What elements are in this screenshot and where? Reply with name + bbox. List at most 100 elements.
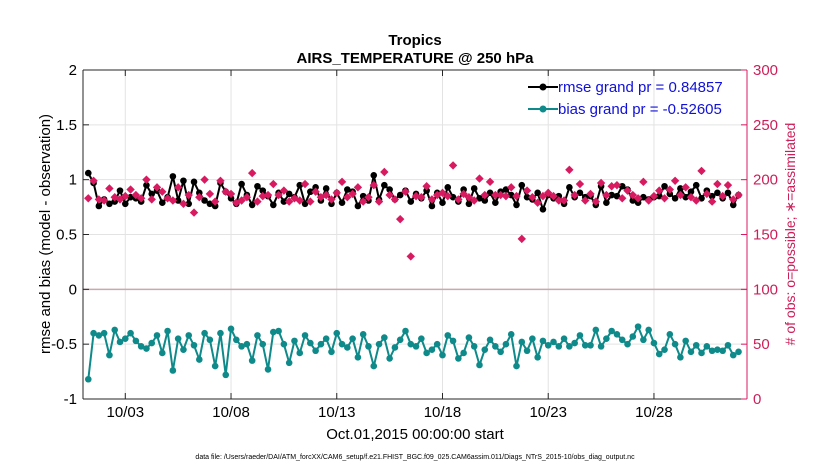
- obs-count-marker: [269, 179, 278, 189]
- data-point: [698, 349, 705, 357]
- obs-count-marker: [237, 196, 246, 205]
- obs-count-marker: [417, 193, 426, 202]
- obs-count-marker: [279, 186, 289, 195]
- data-point: [233, 336, 240, 344]
- data-point: [185, 200, 193, 208]
- legend-marker: [539, 83, 547, 91]
- data-point: [270, 328, 277, 336]
- data-point: [555, 192, 563, 200]
- data-point: [666, 190, 674, 198]
- obs-count-marker: [226, 189, 236, 199]
- data-point: [106, 200, 113, 208]
- obs-count-marker: [501, 191, 511, 201]
- obs-count-marker: [374, 197, 384, 206]
- data-point: [90, 329, 97, 337]
- data-point: [444, 332, 452, 339]
- y2-tick-label: 250: [753, 117, 778, 134]
- obs-count-marker: [348, 189, 357, 199]
- obs-count-marker: [422, 182, 431, 191]
- data-point: [158, 349, 166, 357]
- obs-count-marker: [644, 196, 653, 205]
- data-point: [661, 346, 668, 353]
- obs-count-marker: [707, 197, 717, 206]
- data-point: [137, 343, 145, 350]
- data-point: [465, 334, 473, 341]
- data-point: [132, 337, 140, 345]
- data-point: [338, 199, 346, 206]
- data-point: [84, 375, 92, 383]
- obs-count-marker: [306, 197, 315, 206]
- obs-count-marker: [395, 214, 405, 224]
- data-point: [703, 343, 711, 350]
- obs-count-marker: [723, 180, 733, 190]
- data-point: [671, 195, 679, 202]
- data-point: [481, 346, 489, 353]
- obs-count-marker: [295, 196, 304, 205]
- obs-count-marker: [131, 190, 141, 200]
- data-point: [608, 327, 615, 335]
- data-point: [254, 332, 261, 339]
- obs-count-marker: [284, 197, 294, 206]
- obs-count-marker: [618, 194, 627, 203]
- obs-count-marker: [364, 193, 373, 202]
- y-tick-label: 2: [69, 62, 77, 79]
- data-point: [222, 371, 230, 379]
- data-point: [354, 202, 362, 210]
- obs-count-marker: [702, 189, 712, 199]
- x-tick-label: 10/23: [529, 404, 567, 421]
- data-point: [539, 337, 547, 345]
- data-point: [211, 202, 219, 210]
- data-point: [412, 343, 420, 350]
- obs-count-marker: [554, 196, 563, 205]
- x-tick-label: 10/03: [107, 404, 145, 421]
- data-point: [587, 341, 594, 349]
- data-point: [428, 202, 436, 210]
- data-point: [470, 185, 478, 192]
- data-point: [423, 187, 430, 194]
- data-point: [418, 335, 425, 342]
- obs-count-marker: [332, 188, 341, 198]
- data-point: [344, 344, 351, 351]
- obs-count-marker: [517, 234, 526, 244]
- data-point: [439, 199, 446, 206]
- obs-count-marker: [136, 194, 146, 203]
- obs-count-marker: [147, 195, 156, 204]
- y2-axis-label: # of obs: o=possible; ∗=assimilated: [782, 123, 798, 346]
- data-point: [259, 340, 267, 348]
- obs-count-marker: [195, 193, 204, 202]
- obs-count-marker: [602, 190, 611, 200]
- obs-count-marker: [390, 195, 400, 204]
- data-point: [476, 361, 483, 369]
- y-tick-label: 1.5: [56, 117, 77, 134]
- data-point: [692, 181, 700, 189]
- obs-count-marker: [353, 183, 363, 192]
- obs-count-marker: [401, 187, 410, 196]
- data-point: [185, 332, 193, 339]
- y-tick-label: 1: [69, 172, 77, 189]
- data-point: [143, 345, 150, 352]
- data-point: [671, 340, 679, 348]
- data-point: [550, 338, 557, 346]
- data-point: [190, 178, 198, 186]
- data-point: [95, 332, 103, 339]
- obs-count-marker: [343, 193, 352, 202]
- obs-count-marker: [676, 190, 685, 200]
- data-point: [285, 359, 293, 367]
- data-point: [534, 189, 541, 197]
- obs-count-marker: [591, 197, 601, 206]
- data-point: [555, 343, 563, 350]
- data-point: [566, 343, 573, 350]
- obs-count-marker: [369, 180, 378, 190]
- data-point: [127, 329, 134, 337]
- data-point: [121, 200, 129, 208]
- data-point: [735, 348, 742, 356]
- obs-count-marker: [559, 196, 569, 205]
- data-point: [370, 171, 378, 179]
- obs-count-marker: [686, 193, 696, 202]
- obs-count-marker: [570, 190, 579, 200]
- obs-count-marker: [713, 179, 722, 189]
- series-1: [84, 323, 742, 383]
- obs-count-marker: [205, 189, 215, 199]
- data-point: [322, 335, 330, 342]
- data-point: [116, 338, 124, 346]
